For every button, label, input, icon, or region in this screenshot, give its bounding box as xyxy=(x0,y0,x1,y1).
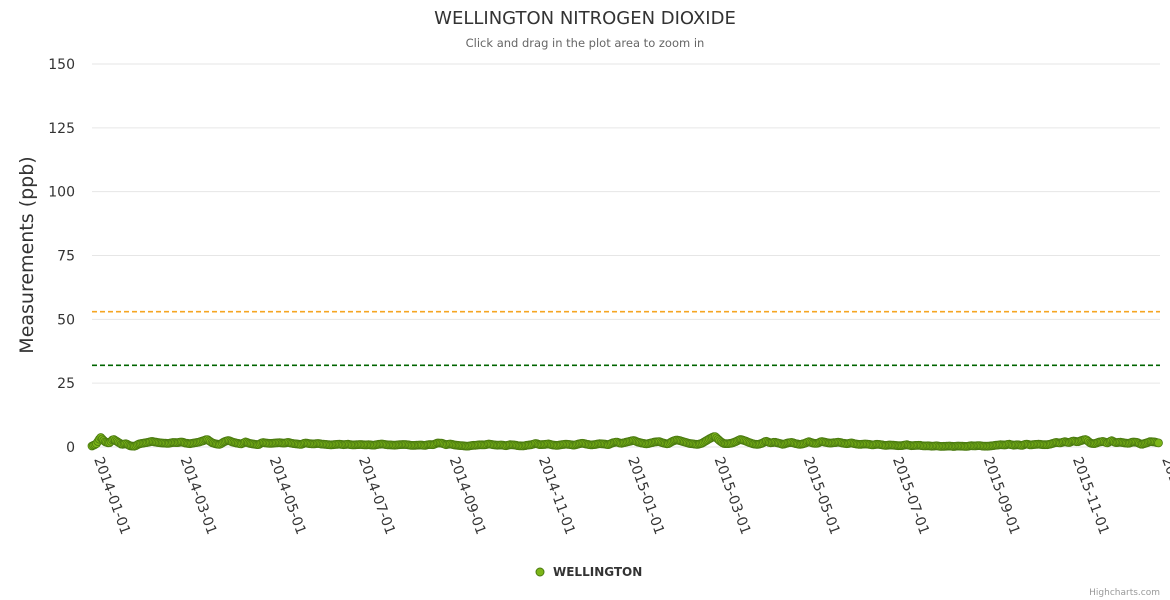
reference-lines xyxy=(92,310,1160,367)
x-tick-label: 2014-01-01 xyxy=(90,455,133,537)
legend-marker[interactable] xyxy=(535,567,545,577)
chart-title: WELLINGTON NITROGEN DIOXIDE xyxy=(434,8,736,29)
chart-subtitle: Click and drag in the plot area to zoom … xyxy=(466,36,705,50)
series-wellington[interactable] xyxy=(87,432,1163,451)
x-tick-label: 2015-09-01 xyxy=(980,455,1023,537)
y-axis-ticks: 0 25 50 75 100 125 150 xyxy=(48,57,75,456)
x-tick-label: 2015-11-01 xyxy=(1069,455,1112,537)
y-tick-label: 75 xyxy=(57,249,75,265)
y-tick-label: 0 xyxy=(66,440,75,456)
legend[interactable]: WELLINGTON xyxy=(535,565,642,579)
x-tick-label: 2014-03-01 xyxy=(177,455,220,537)
legend-item-wellington[interactable]: WELLINGTON xyxy=(553,565,642,579)
x-tick-label: 2014-07-01 xyxy=(355,455,398,537)
data-point[interactable] xyxy=(1154,438,1163,448)
x-tick-label: 2016-01-01 xyxy=(1158,455,1170,537)
x-axis-ticks: 2014-01-01 2014-03-01 2014-05-01 2014-07-01… xyxy=(90,455,1170,537)
gridlines xyxy=(92,63,1160,448)
y-tick-label: 150 xyxy=(48,57,75,73)
y-tick-label: 50 xyxy=(57,312,75,328)
y-axis-title: Measurements (ppb) xyxy=(16,156,38,353)
y-tick-label: 125 xyxy=(48,121,75,137)
y-tick-label: 100 xyxy=(48,185,75,201)
x-tick-label: 2014-09-01 xyxy=(446,455,489,537)
x-tick-label: 2015-07-01 xyxy=(889,455,932,537)
y-tick-label: 25 xyxy=(57,376,75,392)
credits-link[interactable]: Highcharts.com xyxy=(1089,588,1160,598)
x-tick-label: 2015-03-01 xyxy=(711,455,754,537)
x-tick-label: 2015-01-01 xyxy=(624,455,667,537)
x-tick-label: 2015-05-01 xyxy=(800,455,843,537)
x-tick-label: 2014-11-01 xyxy=(535,455,578,537)
x-tick-label: 2014-05-01 xyxy=(266,455,309,537)
